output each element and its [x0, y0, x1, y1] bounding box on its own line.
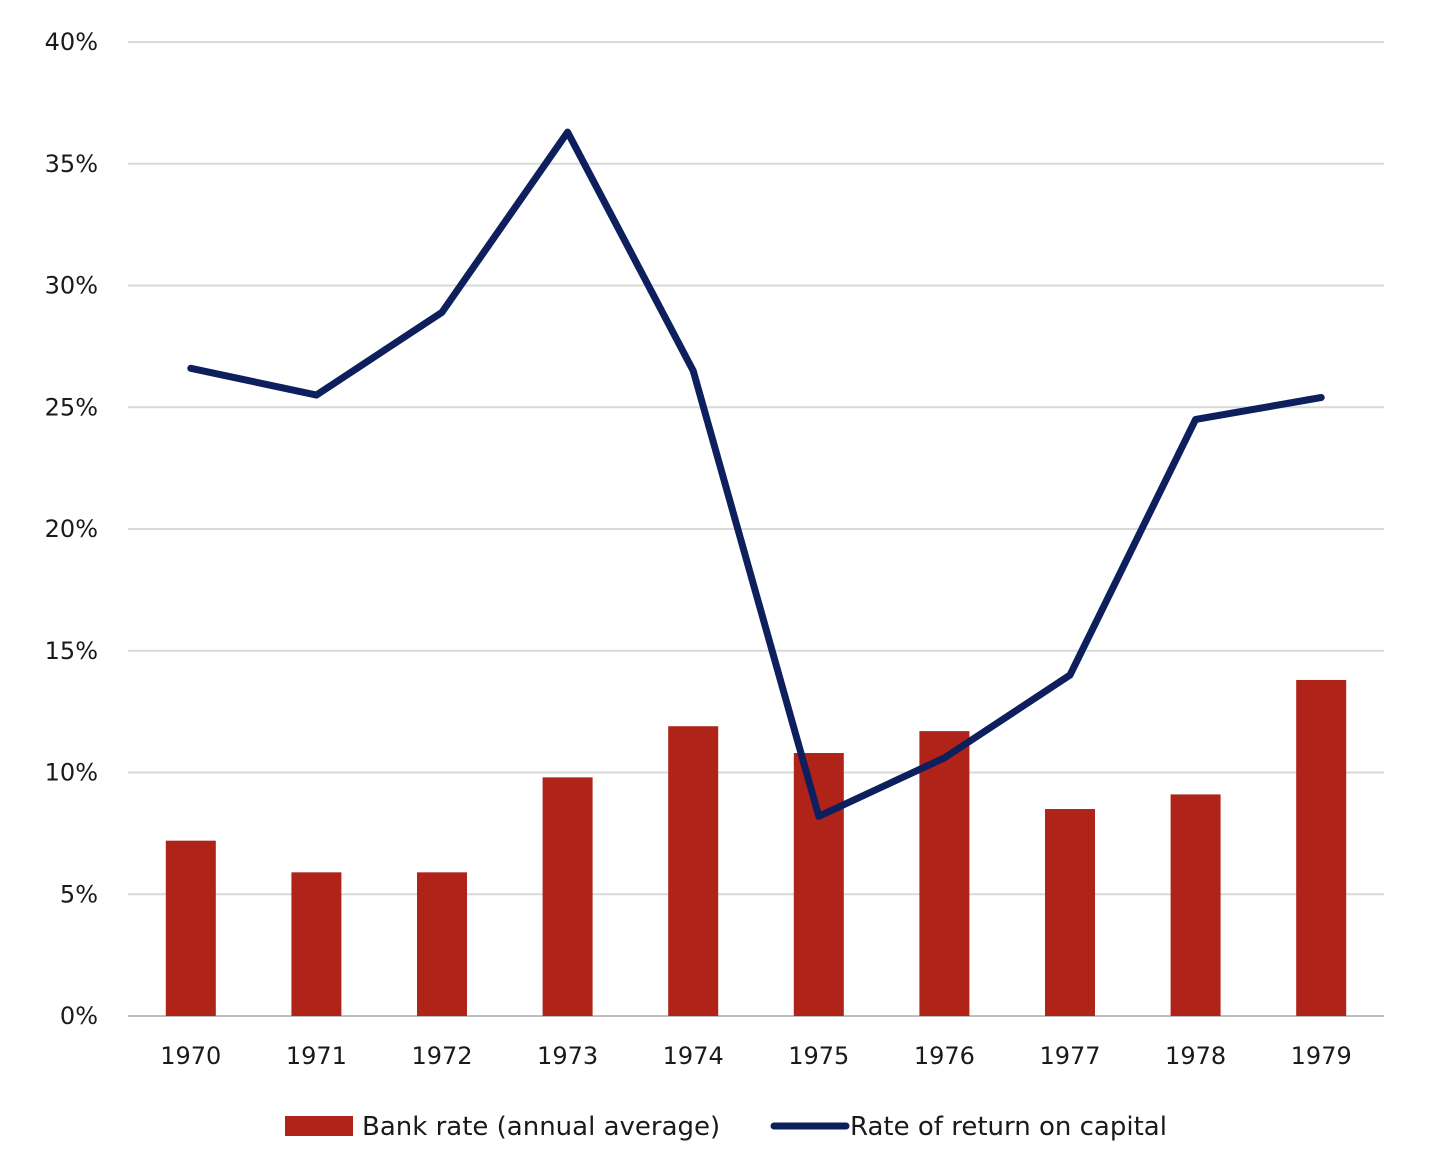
bar [417, 872, 467, 1016]
x-tick-label: 1974 [663, 1042, 724, 1070]
x-tick-label: 1975 [788, 1042, 849, 1070]
x-axis: 1970 1971 1972 1973 1974 1975 1976 1977 1978 1979 [160, 1042, 1351, 1070]
x-tick-label: 1979 [1291, 1042, 1352, 1070]
legend: Bank rate (annual average) Rate of return… [285, 1112, 1167, 1142]
bar [543, 777, 593, 1016]
x-tick-label: 1978 [1165, 1042, 1226, 1070]
y-tick-label: 40% [45, 28, 98, 56]
y-axis: 0% 5% 10% 15% 20% 25% 30% 35% 40% [45, 28, 98, 1030]
line-path [191, 132, 1321, 816]
x-tick-label: 1976 [914, 1042, 975, 1070]
x-tick-label: 1972 [411, 1042, 472, 1070]
bar [291, 872, 341, 1016]
bar [794, 753, 844, 1016]
bar [166, 841, 216, 1016]
bar [919, 731, 969, 1016]
y-tick-label: 35% [45, 150, 98, 178]
bar [1171, 794, 1221, 1016]
legend-label-return-on-capital: Rate of return on capital [850, 1112, 1167, 1142]
bar [668, 726, 718, 1016]
y-tick-label: 15% [45, 637, 98, 665]
x-tick-label: 1977 [1039, 1042, 1100, 1070]
line-series [191, 132, 1322, 816]
y-tick-label: 0% [60, 1002, 98, 1030]
bar [1296, 680, 1346, 1016]
y-tick-label: 20% [45, 515, 98, 543]
y-tick-label: 10% [45, 759, 98, 787]
x-tick-label: 1973 [537, 1042, 598, 1070]
y-tick-label: 5% [60, 880, 98, 908]
bar [1045, 809, 1095, 1016]
y-tick-label: 30% [45, 272, 98, 300]
y-tick-label: 25% [45, 393, 98, 421]
legend-swatch-bar [285, 1116, 353, 1136]
x-tick-label: 1970 [160, 1042, 221, 1070]
legend-label-bank-rate: Bank rate (annual average) [362, 1112, 720, 1142]
bar-series [166, 680, 1346, 1016]
x-tick-label: 1971 [286, 1042, 347, 1070]
